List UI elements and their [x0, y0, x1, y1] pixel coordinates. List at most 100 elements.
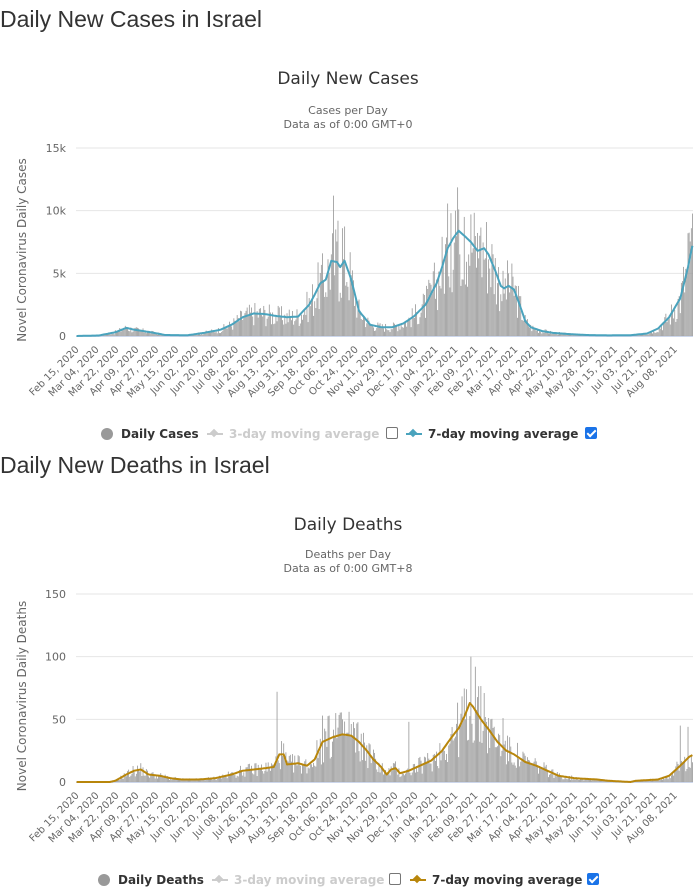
daily-bar: [285, 323, 287, 336]
daily-bar: [158, 775, 159, 782]
daily-bar: [659, 328, 661, 336]
daily-bar: [183, 779, 185, 782]
bar-series-dot-icon: [98, 874, 110, 886]
daily-bar: [385, 770, 387, 782]
daily-bar: [369, 744, 371, 782]
daily-bar: [651, 780, 652, 782]
daily-bar: [212, 779, 214, 782]
daily-bar: [564, 776, 566, 782]
daily-bar: [453, 242, 455, 336]
daily-bar: [307, 767, 309, 782]
daily-bar: [652, 333, 653, 336]
daily-bar: [379, 323, 381, 336]
toggle-3day-ma-checkbox[interactable]: [386, 427, 398, 439]
legend-7day-ma[interactable]: 7-day moving average: [410, 870, 582, 890]
daily-bar: [519, 296, 521, 336]
daily-bar: [500, 294, 502, 336]
daily-bar: [312, 284, 313, 336]
daily-bar: [670, 304, 672, 336]
daily-bar: [438, 271, 440, 336]
daily-bar: [242, 319, 244, 336]
daily-bar: [245, 767, 247, 782]
daily-bar: [589, 780, 590, 782]
legend-7day-ma[interactable]: 7-day moving average: [406, 424, 578, 444]
daily-bar: [490, 287, 492, 336]
daily-bar: [510, 746, 512, 782]
daily-bar: [379, 772, 381, 782]
daily-bar: [302, 764, 303, 782]
daily-bar: [257, 764, 259, 782]
deaths-chart-subtitle-1: Deaths per Day: [305, 548, 391, 561]
daily-bar: [481, 742, 483, 782]
daily-bar: [335, 229, 337, 336]
daily-bar: [347, 732, 349, 782]
daily-bar: [166, 776, 168, 782]
daily-bar: [395, 761, 396, 782]
daily-bar: [226, 328, 228, 336]
daily-bar: [409, 772, 411, 782]
daily-bar: [467, 286, 468, 336]
daily-bar: [211, 329, 213, 336]
daily-bar: [367, 317, 369, 336]
daily-bar: [310, 300, 312, 336]
daily-bar: [515, 286, 517, 336]
deaths-chart-title: Daily Deaths: [293, 515, 403, 535]
daily-bar: [384, 331, 385, 336]
cases-legend: Daily Cases 3-day moving average 7-day m…: [0, 424, 696, 444]
daily-bar: [123, 773, 125, 782]
daily-bar: [664, 779, 666, 782]
daily-bar: [231, 326, 233, 336]
daily-bar: [402, 773, 404, 782]
daily-bar: [398, 326, 400, 336]
daily-bar: [131, 332, 133, 336]
daily-bar: [237, 317, 239, 336]
daily-bar: [149, 331, 151, 336]
daily-bar: [159, 775, 161, 782]
daily-bar: [140, 763, 142, 782]
daily-bar: [134, 327, 136, 336]
toggle-3day-ma-checkbox[interactable]: [389, 873, 401, 885]
daily-bar: [283, 324, 285, 336]
daily-bar: [487, 293, 488, 336]
daily-bar: [255, 313, 257, 336]
daily-bar: [345, 735, 347, 782]
daily-bar: [200, 778, 202, 782]
daily-bar: [517, 317, 518, 336]
deaths-section-heading: Daily New Deaths in Israel: [0, 452, 270, 478]
daily-bar: [375, 758, 377, 782]
daily-bar: [388, 768, 390, 782]
daily-bar: [646, 334, 648, 336]
daily-bar: [541, 333, 543, 336]
daily-bar: [286, 760, 288, 782]
daily-bar: [435, 298, 436, 336]
daily-bar: [225, 328, 227, 336]
daily-bar: [116, 332, 117, 336]
daily-bar: [176, 779, 178, 782]
daily-bar: [291, 320, 292, 336]
daily-bar: [328, 715, 330, 782]
daily-bar: [317, 758, 319, 782]
daily-bar: [320, 764, 322, 782]
daily-bar: [193, 334, 195, 336]
daily-bar: [297, 316, 299, 336]
daily-bar: [677, 763, 679, 782]
daily-bar: [378, 324, 380, 336]
legend-3day-ma[interactable]: 3-day moving average: [207, 424, 379, 444]
legend-3day-ma-label: 3-day moving average: [229, 427, 380, 441]
daily-bar: [246, 307, 248, 336]
daily-bar: [485, 222, 487, 336]
daily-bar: [123, 329, 125, 336]
daily-bar: [404, 775, 405, 782]
daily-bar: [523, 753, 525, 782]
legend-3day-ma[interactable]: 3-day moving average: [212, 870, 384, 890]
toggle-7day-ma-checkbox[interactable]: [585, 427, 597, 439]
daily-bar: [193, 780, 195, 782]
daily-bar: [307, 322, 309, 336]
legend-daily-cases[interactable]: Daily Cases: [101, 424, 199, 444]
toggle-7day-ma-checkbox[interactable]: [587, 873, 599, 885]
legend-daily-deaths[interactable]: Daily Deaths: [98, 870, 204, 890]
daily-bar: [559, 773, 560, 782]
daily-bar: [132, 765, 134, 782]
daily-bar: [499, 311, 501, 336]
daily-bar: [232, 329, 234, 336]
